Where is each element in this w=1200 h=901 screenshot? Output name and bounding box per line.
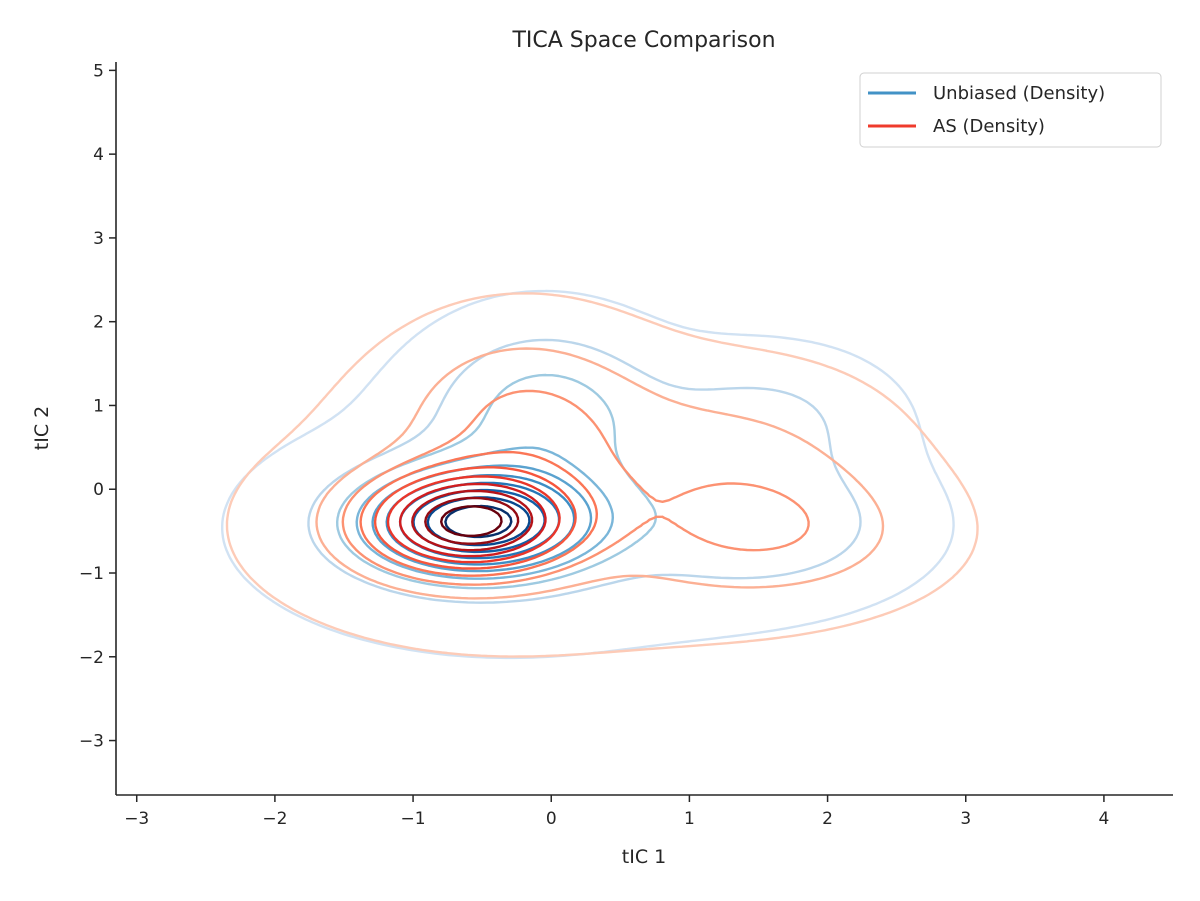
y-tick-label: 2 [93,313,104,333]
x-tick-label: 1 [684,809,695,829]
y-tick-label: 0 [93,480,104,500]
y-tick-label: −3 [79,732,104,752]
y-tick-label: −2 [79,648,104,668]
x-tick-label: 4 [1099,809,1110,829]
y-tick-label: 3 [93,229,104,249]
as-contour-level-4 [359,450,598,577]
x-tick-label: 0 [546,809,557,829]
x-axis-label: tIC 1 [622,846,666,868]
y-ticks: −3 −2 −1 0 1 2 3 4 5 [79,61,116,752]
y-tick-label: 5 [93,61,104,81]
unbiased-contour-level-2 [307,338,862,604]
y-tick-label: 4 [93,145,104,165]
as-contour-level-1 [225,292,979,658]
chart-title: TICA Space Comparison [511,28,775,53]
as-contour-level-5 [373,466,577,570]
as-contour-level-3 [341,389,810,586]
as-contour-level-9 [424,496,520,545]
as-contour-level-8 [411,489,534,552]
x-tick-label: −1 [401,809,426,829]
x-ticks: −3 −2 −1 0 1 2 3 4 [124,795,1109,829]
legend: Unbiased (Density) AS (Density) [859,72,1162,148]
as-contour-level-10 [440,505,503,537]
x-tick-label: −2 [262,809,287,829]
x-tick-label: −3 [124,809,149,829]
contour-plot-area [221,289,979,660]
legend-label-as: AS (Density) [933,116,1045,137]
y-tick-label: −1 [79,564,104,584]
x-tick-label: 2 [822,809,833,829]
legend-box [859,72,1162,148]
legend-label-unbiased: Unbiased (Density) [933,83,1105,104]
as-contour-level-6 [386,475,561,564]
as-contour-level-2 [315,347,885,600]
as-contour-level-7 [398,482,547,558]
y-axis-label: tIC 2 [31,406,53,450]
unbiased-contour-level-1 [221,289,955,660]
y-tick-label: 1 [93,396,104,416]
x-tick-label: 3 [960,809,971,829]
